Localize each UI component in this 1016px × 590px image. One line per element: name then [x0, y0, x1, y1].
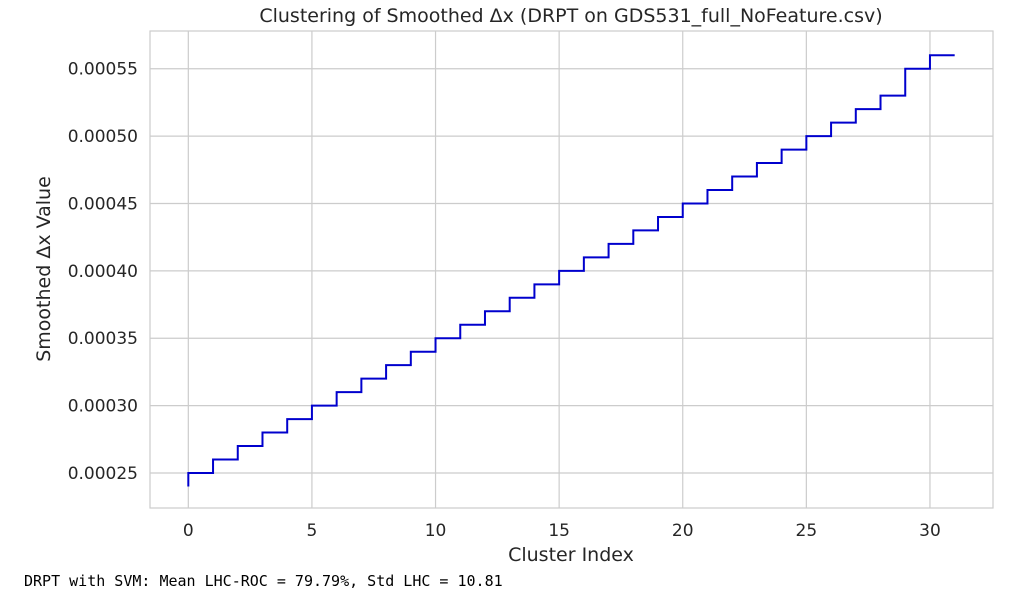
x-tick-label: 10: [425, 521, 447, 541]
x-tick-label: 0: [183, 521, 194, 541]
x-tick-labels: 0 5 10 15 20 25 30: [183, 521, 941, 541]
grid: [150, 31, 993, 508]
y-tick-label: 0.00035: [68, 329, 138, 349]
chart-title: Clustering of Smoothed Δx (DRPT on GDS53…: [259, 5, 882, 27]
x-tick-label: 30: [919, 521, 941, 541]
y-tick-labels: 0.00025 0.00030 0.00035 0.00040 0.00045 0.000…: [68, 60, 138, 484]
y-tick-label: 0.00040: [68, 262, 138, 282]
x-tick-label: 20: [672, 521, 694, 541]
results-footer-text: DRPT with SVM: Mean LHC-ROC = 79.79%, St…: [24, 572, 503, 590]
x-tick-label: 5: [307, 521, 318, 541]
y-tick-label: 0.00030: [68, 397, 138, 417]
y-axis-label: Smoothed Δx Value: [33, 176, 55, 362]
series-line: [187, 54, 955, 487]
y-tick-label: 0.00055: [68, 60, 138, 80]
plot-frame: [149, 30, 994, 509]
x-tick-label: 25: [796, 521, 818, 541]
y-tick-label: 0.00025: [68, 464, 138, 484]
x-axis-label: Cluster Index: [508, 544, 634, 566]
x-tick-label: 15: [548, 521, 570, 541]
plot-background: [150, 31, 993, 508]
y-tick-label: 0.00050: [68, 127, 138, 147]
y-tick-label: 0.00045: [68, 194, 138, 214]
